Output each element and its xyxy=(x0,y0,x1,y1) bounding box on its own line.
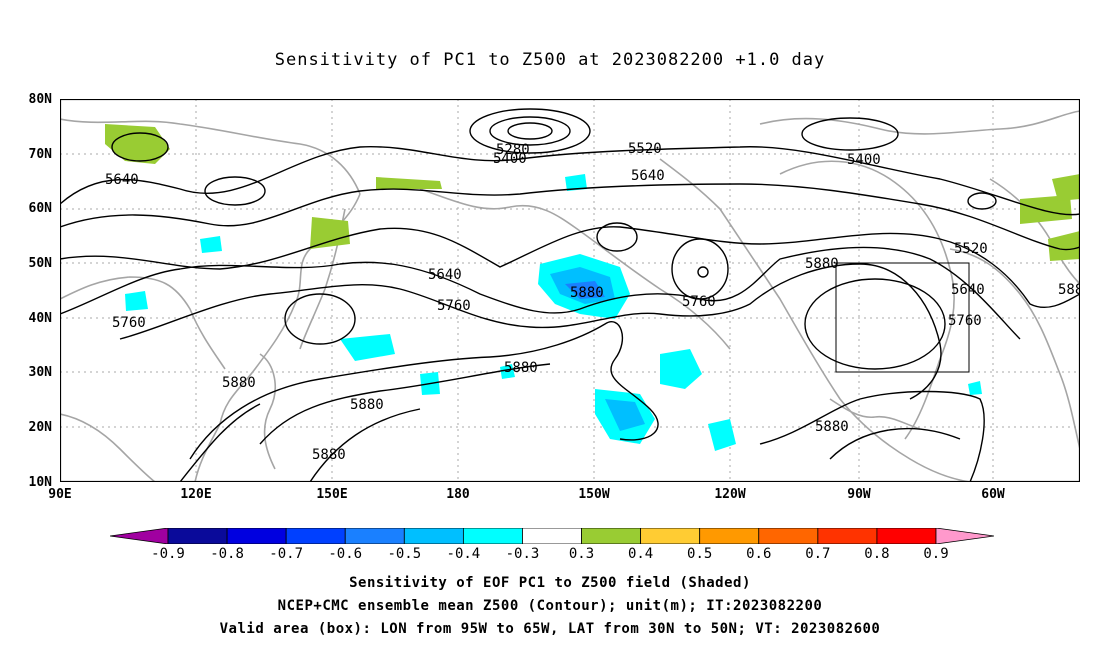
colorbar-bin xyxy=(522,528,582,544)
colorbar-tick-label: -0.6 xyxy=(328,546,363,562)
contour-label: 5880 xyxy=(504,360,538,376)
lon-label-180: 180 xyxy=(446,487,470,502)
colorbar-tick-label: -0.9 xyxy=(151,546,185,562)
valid-area-box xyxy=(835,262,970,373)
contour-label: 5520 xyxy=(628,141,662,157)
contour-label: 5880 xyxy=(815,419,849,435)
colorbar-bin xyxy=(581,528,642,544)
contour-label: 5880 xyxy=(312,447,346,463)
shade-negative-sw-us xyxy=(660,349,702,389)
z500-contours xyxy=(60,108,1080,482)
contour-label: 5640 xyxy=(631,168,665,184)
colorbar-tick-label: 0.7 xyxy=(805,546,831,562)
lat-label-30n: 30N xyxy=(28,365,52,380)
colorbar-tick-label: 0.6 xyxy=(746,546,772,562)
colorbar-bin xyxy=(285,528,346,544)
shade-positive-kamchatka xyxy=(310,217,350,249)
colorbar-bin xyxy=(344,528,405,544)
lat-label-80n: 80N xyxy=(28,92,52,107)
colorbar-bin xyxy=(403,528,464,544)
colorbar-tick-label: 0.9 xyxy=(923,546,949,562)
contour-label: 5400 xyxy=(493,151,527,167)
lon-label-120e: 120E xyxy=(180,487,212,502)
sensitivity-shading xyxy=(105,124,1080,451)
contour-label: 5280 xyxy=(496,142,530,158)
lat-label-50n: 50N xyxy=(28,256,52,271)
colorbar xyxy=(110,528,994,544)
lon-label-150e: 150E xyxy=(316,487,348,502)
colorbar-bin xyxy=(699,528,760,544)
lon-label-90e: 90E xyxy=(48,487,72,502)
colorbar-bin xyxy=(167,528,228,544)
contour-labels: 5280 5400 5520 5640 5400 5640 5520 5640 … xyxy=(105,141,1080,463)
contour-label: 588 xyxy=(1058,282,1080,298)
contour-label: 5880 xyxy=(805,256,839,272)
colorbar-tick-label: -0.3 xyxy=(505,546,540,562)
colorbar-tick-label: -0.4 xyxy=(446,546,481,562)
colorbar-bin xyxy=(876,528,937,544)
footer-line-3: Valid area (box): LON from 95W to 65W, L… xyxy=(219,621,881,637)
colorbar-low-end xyxy=(110,528,169,544)
lat-label-10n: 10N xyxy=(28,475,52,490)
colorbar-bin xyxy=(462,528,523,544)
shade-positive-labrador xyxy=(1052,174,1080,201)
contour-label: 5400 xyxy=(847,152,881,168)
contour-label: 5880 xyxy=(350,397,384,413)
lat-label-70n: 70N xyxy=(28,147,52,162)
lat-label-40n: 40N xyxy=(28,311,52,326)
contour-label: 5880 xyxy=(570,285,604,301)
contour-label: 5640 xyxy=(428,267,462,283)
map-title: Sensitivity of PC1 to Z500 at 2023082200… xyxy=(274,50,826,70)
colorbar-tick-label: -0.8 xyxy=(210,546,244,562)
contour-label: 5760 xyxy=(112,315,146,331)
shade-positive-bering xyxy=(376,177,442,189)
lat-label-20n: 20N xyxy=(28,420,52,435)
colorbar-tick-label: 0.8 xyxy=(864,546,890,562)
colorbar-bin xyxy=(758,528,819,544)
shade-positive-nfld xyxy=(1048,231,1080,261)
shade-negative-mexico xyxy=(708,419,736,451)
colorbar-bin xyxy=(817,528,878,544)
lon-label-150w: 150W xyxy=(578,487,610,502)
footer-line-2: NCEP+CMC ensemble mean Z500 (Contour); u… xyxy=(277,598,823,614)
lon-label-60w: 60W xyxy=(981,487,1005,502)
lat-label-60n: 60N xyxy=(28,201,52,216)
shade-negative-w-pacific xyxy=(340,334,395,361)
contour-label: 5760 xyxy=(437,298,471,314)
colorbar-high-end xyxy=(935,528,994,544)
colorbar-tick-label: 0.4 xyxy=(627,546,654,562)
map-panel: 5280 5400 5520 5640 5400 5640 5520 5640 … xyxy=(60,99,1080,482)
colorbar-bin xyxy=(226,528,287,544)
contour-label: 5640 xyxy=(105,172,139,188)
lon-label-90w: 90W xyxy=(847,487,871,502)
shade-positive-siberia xyxy=(105,124,170,164)
contour-label: 5760 xyxy=(948,313,982,329)
colorbar-tick-label: -0.7 xyxy=(269,546,303,562)
colorbar-tick-label: -0.5 xyxy=(387,546,422,562)
contour-label: 5520 xyxy=(954,241,988,257)
colorbar-tick-label: 0.3 xyxy=(568,546,595,562)
contour-label: 5640 xyxy=(951,282,985,298)
map-frame xyxy=(60,99,1080,482)
shade-positive-hudson xyxy=(1020,195,1072,224)
footer-line-1: Sensitivity of EOF PC1 to Z500 field (Sh… xyxy=(349,575,751,591)
colorbar-tick-label: 0.5 xyxy=(687,546,713,562)
contour-label: 5760 xyxy=(682,294,716,310)
contour-label: 5880 xyxy=(222,375,256,391)
colorbar-bin xyxy=(640,528,701,544)
lon-label-120w: 120W xyxy=(714,487,746,502)
